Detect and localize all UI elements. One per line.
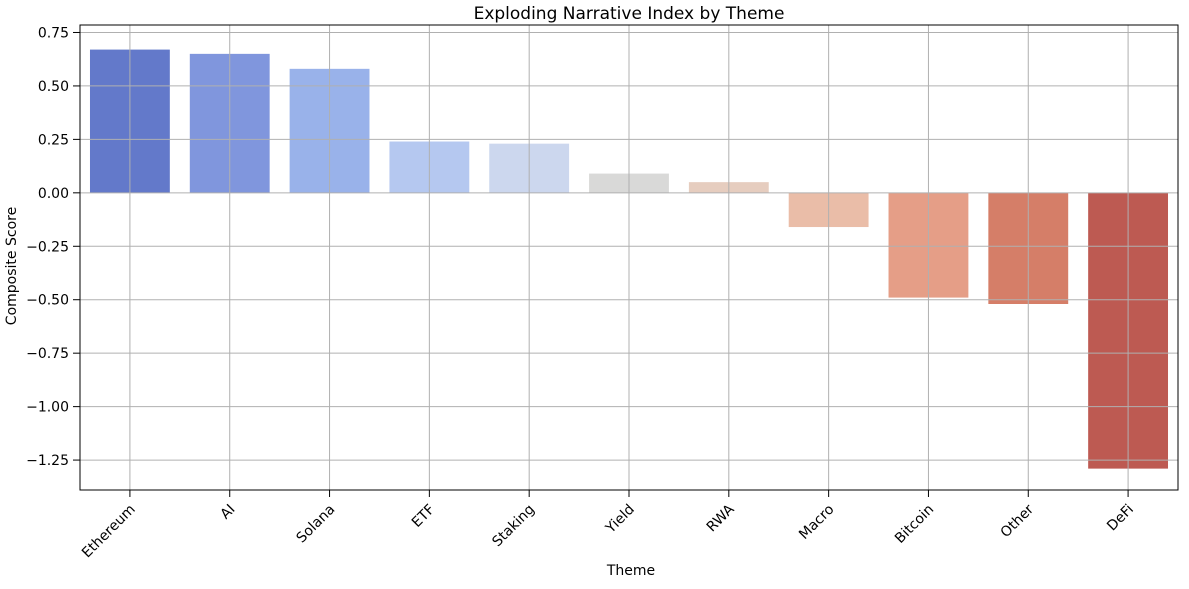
y-tick-label: −0.75 xyxy=(26,346,69,362)
x-tick-label: ETF xyxy=(409,502,438,531)
y-tick-label: 0.00 xyxy=(38,186,69,202)
y-tick-label: −1.25 xyxy=(26,453,69,469)
y-axis-label: Composite Score xyxy=(4,207,20,325)
x-tick-label: AI xyxy=(218,502,239,523)
y-tick-label: 0.75 xyxy=(38,25,69,41)
y-tick-label: 0.50 xyxy=(38,79,69,95)
x-tick-label: Staking xyxy=(489,502,538,551)
y-tick-label: −1.00 xyxy=(26,400,69,416)
x-tick-label: Other xyxy=(998,501,1038,541)
y-tick-label: −0.25 xyxy=(26,239,69,255)
y-tick-label: −0.50 xyxy=(26,293,69,309)
x-tick-label: DeFi xyxy=(1104,502,1137,535)
x-axis-label: Theme xyxy=(606,563,655,579)
x-tick-label: Yield xyxy=(602,502,638,538)
x-tick-label: Solana xyxy=(294,502,339,547)
grid-layer xyxy=(80,25,1178,490)
x-tick-label: Macro xyxy=(796,502,837,543)
y-tick-label: 0.25 xyxy=(38,132,69,148)
chart-title: Exploding Narrative Index by Theme xyxy=(474,4,785,24)
x-tick-label: RWA xyxy=(704,501,738,535)
x-tick-label: Ethereum xyxy=(79,502,139,562)
x-tick-label: Bitcoin xyxy=(892,502,937,547)
